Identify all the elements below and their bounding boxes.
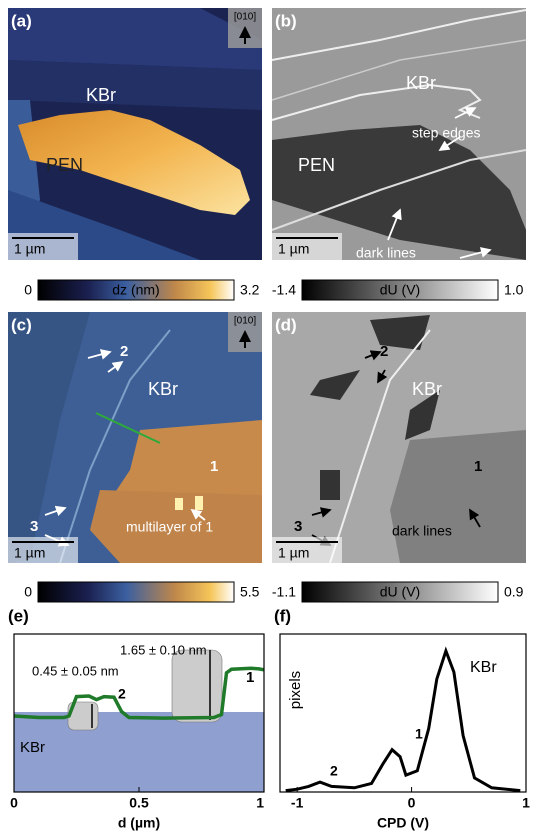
colorbar-tick-label: 1.0 — [504, 282, 524, 298]
scale-bar-label: 1 µm — [14, 545, 45, 561]
annotation: KBr — [148, 379, 178, 399]
annotation: 2 — [330, 763, 338, 779]
x-tick-label: 1 — [522, 795, 530, 811]
annotation: 0.45 ± 0.05 nm — [32, 663, 119, 678]
annotation: multilayer of 1 — [126, 519, 213, 535]
figure: (a) [010] 1 µm KBr PEN dz (nm) 0 3.2 (b) 1 µm KBr s… — [0, 0, 534, 834]
panel-label: (e) — [8, 606, 29, 625]
annotation: 2 — [380, 343, 388, 360]
scale-bar-label: 1 µm — [14, 241, 45, 257]
colorbar-label: dU (V) — [380, 584, 420, 600]
x-tick-label: 1 — [256, 795, 264, 811]
annotation: 1 — [210, 458, 218, 475]
annotation: 3 — [294, 518, 302, 535]
colorbar-tick-label: -1.4 — [272, 282, 296, 298]
colorbar — [38, 582, 234, 602]
annotation: PEN — [298, 155, 335, 175]
annotation: PEN — [46, 155, 83, 175]
colorbar-label: dz (nm) — [112, 282, 159, 298]
annotation: KBr — [406, 73, 436, 93]
panel-label: (b) — [275, 11, 297, 30]
annotation: dark lines — [356, 245, 416, 261]
x-axis-label: d (µm) — [118, 815, 160, 831]
scale-bar-label: 1 µm — [278, 545, 309, 561]
colorbar-tick-label: 0 — [24, 282, 32, 298]
panel-label: (c) — [11, 315, 32, 334]
direction-label: [010] — [234, 316, 256, 327]
annotation: 2 — [120, 343, 128, 360]
annotation: dark lines — [392, 523, 452, 539]
annotation: 3 — [30, 518, 38, 535]
annotation: 2 — [118, 686, 126, 702]
substrate — [14, 712, 264, 792]
x-tick-label: 0 — [408, 795, 416, 811]
image-a — [8, 8, 262, 260]
x-axis-label: CPD (V) — [377, 815, 429, 831]
annotation: KBr — [86, 85, 116, 105]
colorbar-tick-label: 0.9 — [504, 584, 524, 600]
y-axis-label: pixels — [287, 671, 304, 709]
x-tick-label: 0 — [10, 795, 18, 811]
direction-label: [010] — [234, 12, 256, 23]
x-tick-label: -1 — [291, 795, 304, 811]
panel-label: (a) — [11, 11, 32, 30]
annotation: 1 — [246, 669, 254, 686]
annotation: KBr — [412, 379, 442, 399]
colorbar-tick-label: -1.1 — [272, 584, 296, 600]
panel-label: (f) — [274, 606, 291, 625]
colorbar-tick-label: 0 — [24, 584, 32, 600]
x-tick-label: 0.5 — [129, 795, 149, 811]
panel-label: (d) — [275, 315, 297, 334]
annotation: step edges — [412, 125, 481, 141]
annotation: 1 — [415, 726, 423, 742]
scale-bar-label: 1 µm — [278, 241, 309, 257]
colorbar-tick-label: 3.2 — [240, 282, 260, 298]
colorbar-tick-label: 5.5 — [240, 584, 260, 600]
annotation: 1.65 ± 0.10 nm — [120, 642, 207, 657]
annotation: KBr — [470, 659, 497, 676]
colorbar-label: dU (V) — [380, 282, 420, 298]
annotation: 1 — [474, 458, 482, 475]
annotation: KBr — [20, 739, 45, 756]
image-b — [272, 8, 526, 260]
